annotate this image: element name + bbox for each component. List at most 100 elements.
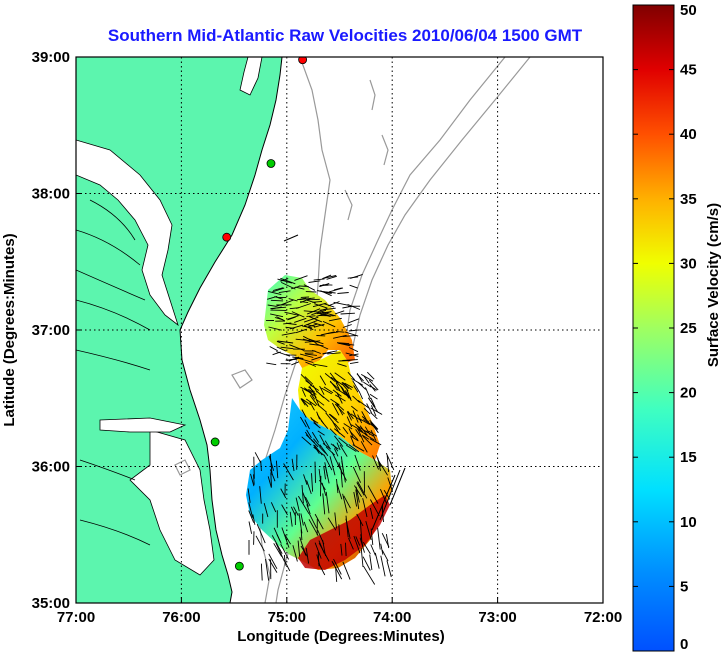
velocity-vector (305, 353, 317, 356)
velocity-vector (379, 469, 401, 521)
velocity-vector (371, 474, 396, 531)
velocity-vector (364, 426, 371, 435)
velocity-vector (300, 545, 308, 558)
velocity-vector (318, 468, 322, 482)
velocity-vector (355, 429, 361, 438)
velocity-vector (248, 502, 254, 518)
velocity-vector (320, 331, 335, 336)
velocity-vector (270, 313, 284, 318)
velocity-vector (309, 394, 318, 406)
velocity-vector (363, 565, 376, 585)
velocity-vector (386, 560, 392, 578)
velocity-vector (340, 543, 343, 556)
velocity-vector (307, 298, 320, 301)
velocity-vector (303, 316, 319, 323)
velocity-vector (349, 353, 359, 357)
velocity-vector (301, 398, 309, 407)
velocity-vector (367, 485, 379, 504)
velocity-vector (345, 542, 347, 557)
velocity-vector (303, 310, 320, 313)
velocity-vector (314, 542, 322, 559)
velocity-vector (370, 405, 377, 417)
velocity-vectors (247, 234, 406, 585)
velocity-vector (324, 373, 336, 383)
velocity-vector (277, 340, 294, 344)
velocity-vector (362, 541, 371, 555)
velocity-vector (311, 309, 327, 316)
velocity-vector (296, 297, 307, 301)
velocity-vector (273, 543, 283, 557)
velocity-vector (321, 311, 336, 317)
velocity-vector (281, 527, 290, 548)
velocity-vector (311, 473, 314, 492)
velocity-vector (298, 495, 310, 515)
velocity-vector (370, 412, 378, 420)
velocity-vector (334, 310, 345, 315)
velocity-vector (340, 312, 355, 315)
velocity-vector (348, 329, 360, 332)
velocity-vector (308, 388, 317, 395)
velocity-vector (299, 353, 314, 358)
velocity-vector (252, 514, 256, 525)
velocity-vector (309, 316, 323, 323)
velocity-vector (272, 287, 284, 291)
velocity-vector (361, 416, 370, 423)
velocity-vector (314, 444, 323, 456)
velocity-vector (346, 416, 353, 428)
velocity-vector (250, 473, 255, 487)
velocity-vector (352, 410, 359, 423)
velocity-vector (319, 434, 326, 446)
velocity-vector (356, 372, 363, 383)
velocity-vector (314, 303, 328, 309)
velocity-vector (334, 512, 337, 529)
velocity-vector (271, 535, 283, 554)
velocity-vector (338, 462, 343, 475)
velocity-vector (269, 469, 276, 482)
velocity-vector (363, 375, 370, 384)
station-marker (298, 57, 308, 65)
colorbar-tick-label: 0 (680, 636, 688, 653)
velocity-vector (304, 419, 310, 430)
velocity-vector (268, 553, 278, 570)
velocity-vector (287, 316, 296, 321)
colorbar-tick-label: 15 (680, 449, 697, 466)
velocity-vector (284, 534, 291, 545)
velocity-vector (320, 290, 332, 297)
velocity-vector (337, 292, 349, 294)
velocity-vector (334, 401, 345, 411)
velocity-vector (265, 558, 270, 581)
velocity-vector (286, 322, 297, 325)
velocity-vector (275, 460, 279, 479)
velocity-vector (377, 457, 381, 471)
velocity-vector (334, 379, 344, 390)
x-tick-label: 73:00 (478, 609, 516, 626)
velocity-vector (361, 411, 368, 421)
colorbar-tick-label: 50 (680, 2, 697, 19)
velocity-vector (280, 277, 296, 285)
velocity-vector (342, 324, 352, 328)
velocity-vector (298, 357, 314, 363)
velocity-vector (386, 455, 390, 472)
velocity-vector (322, 320, 336, 328)
x-axis-ticks: 77:00 76:00 75:00 74:00 73:00 72:00 (57, 597, 622, 626)
velocity-field-north (264, 275, 355, 368)
velocity-vector (331, 560, 343, 580)
velocity-vector (369, 554, 373, 570)
velocity-vector (328, 287, 344, 293)
velocity-vector (284, 311, 299, 316)
velocity-vector (355, 536, 361, 546)
velocity-vector (305, 361, 317, 367)
velocity-vector (313, 438, 321, 448)
y-tick-label: 39:00 (32, 49, 70, 66)
velocity-vector (302, 335, 317, 344)
velocity-vector (332, 402, 340, 416)
velocity-vector (342, 561, 351, 580)
velocity-vector (270, 299, 284, 302)
velocity-vector (295, 328, 307, 334)
velocity-vector (351, 405, 358, 412)
velocity-vector (301, 484, 304, 504)
velocity-vector (369, 393, 378, 400)
velocity-vector (329, 413, 338, 421)
velocity-vector (334, 403, 345, 415)
velocity-vector (276, 340, 285, 345)
